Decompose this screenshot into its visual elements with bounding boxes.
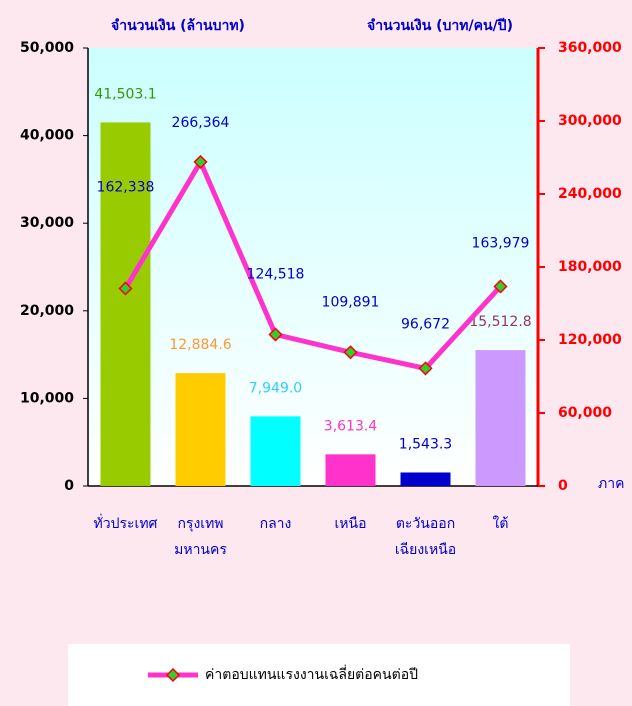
y-tick-label: 40,000 xyxy=(20,128,74,144)
y-tick-label: 50,000 xyxy=(20,40,74,56)
y2-tick-label: 0 xyxy=(558,478,568,494)
x-tick-label: ตะวันออก xyxy=(396,516,455,532)
bar-value-label: 15,512.8 xyxy=(469,314,531,330)
bar-value-label: 3,613.4 xyxy=(324,418,378,434)
bar xyxy=(325,454,376,486)
line-value-label: 124,518 xyxy=(247,267,305,283)
line-value-label: 266,364 xyxy=(172,115,230,131)
x-tick-label: กลาง xyxy=(260,516,292,532)
line-value-label: 96,672 xyxy=(401,316,450,332)
y2-tick-label: 300,000 xyxy=(558,113,622,129)
line-marker xyxy=(118,281,133,296)
line-marker xyxy=(343,345,358,360)
x-tick-label: มหานคร xyxy=(174,542,227,558)
y2-tick-label: 180,000 xyxy=(558,259,622,275)
bar-value-label: 7,949.0 xyxy=(249,380,302,396)
bar xyxy=(250,416,301,486)
line-marker xyxy=(493,279,508,294)
line-value-label: 109,891 xyxy=(322,294,380,310)
bar-value-label: 1,543.3 xyxy=(399,436,452,452)
bar xyxy=(175,373,226,486)
line-marker xyxy=(418,361,433,376)
y2-tick-label: 360,000 xyxy=(558,40,622,56)
bar xyxy=(475,350,526,486)
y2-tick-label: 60,000 xyxy=(558,405,612,421)
bar xyxy=(100,122,151,486)
y2-axis-title: จำนวนเงิน (บาท/คน/ปี) xyxy=(367,18,513,34)
y2-tick-label: 120,000 xyxy=(558,332,622,348)
bar-value-label: 12,884.6 xyxy=(169,337,231,353)
x-tick-label: กรุงเทพ xyxy=(177,516,223,532)
plot-area xyxy=(88,48,538,486)
legend-label: ค่าตอบแทนแรงงานเฉลี่ยต่อคนต่อปี xyxy=(205,665,418,683)
bar xyxy=(400,472,451,486)
x-tick-label: เหนือ xyxy=(335,516,367,532)
y-tick-label: 30,000 xyxy=(20,215,74,231)
y2-tick-label: 240,000 xyxy=(558,186,622,202)
y-axis-title: จำนวนเงิน (ล้านบาท) xyxy=(111,18,245,34)
y-tick-label: 20,000 xyxy=(20,303,74,319)
x-tick-label: ใต้ xyxy=(493,515,509,532)
legend-marker xyxy=(165,667,181,683)
y-tick-label: 10,000 xyxy=(20,390,74,406)
x-tick-label: เฉียงเหนือ xyxy=(395,542,456,558)
y-tick-label: 0 xyxy=(64,478,74,494)
line-value-label: 162,338 xyxy=(97,179,155,195)
line-marker xyxy=(193,154,208,169)
line-value-label: 163,979 xyxy=(472,235,530,251)
x-tick-label: ทั่วประเทศ xyxy=(94,514,158,532)
bar-value-label: 41,503.1 xyxy=(94,86,156,102)
x-axis-title: ภาค xyxy=(598,476,624,492)
line-marker xyxy=(268,327,283,342)
line xyxy=(123,159,503,371)
